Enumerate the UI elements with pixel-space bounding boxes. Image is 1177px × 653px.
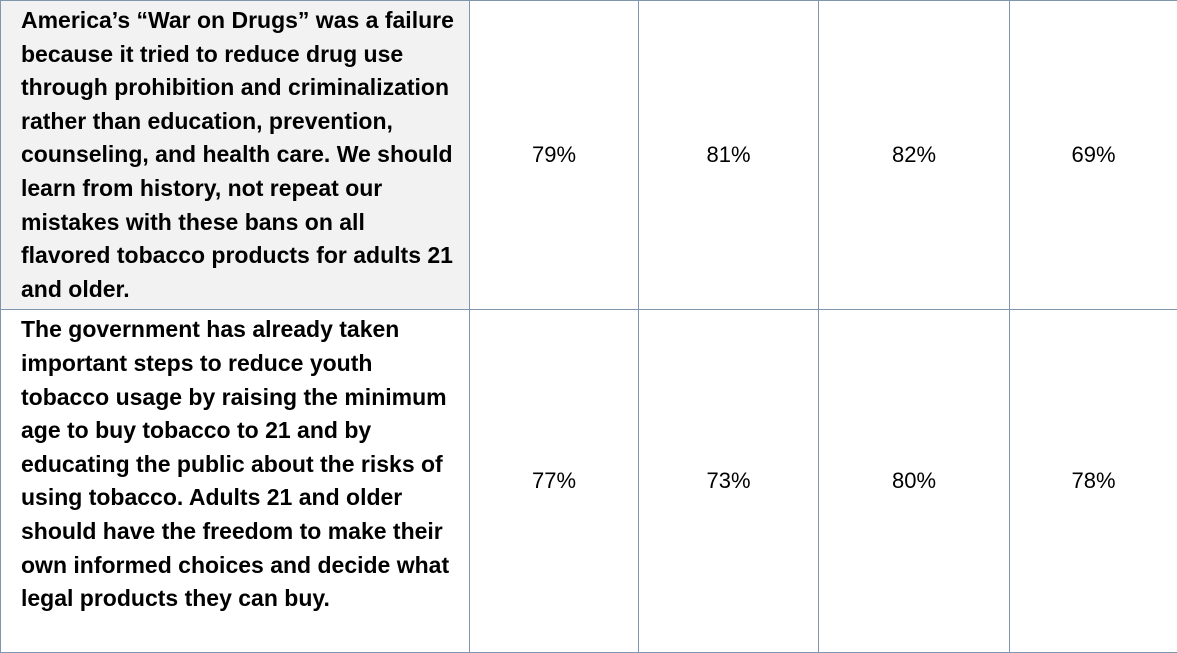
value-cell: 81% — [638, 0, 819, 311]
table-row: The government has already taken importa… — [0, 309, 1177, 653]
value-cell: 78% — [1009, 309, 1177, 653]
value-cell: 80% — [818, 309, 1010, 653]
table-row: America’s “War on Drugs” was a failure b… — [0, 0, 1177, 311]
value-cell: 82% — [818, 0, 1010, 311]
value-cell: 69% — [1009, 0, 1177, 311]
statement-cell: America’s “War on Drugs” was a failure b… — [0, 0, 470, 311]
value-cell: 77% — [469, 309, 639, 653]
value-cell: 79% — [469, 0, 639, 311]
statement-cell: The government has already taken importa… — [0, 309, 470, 653]
value-cell: 73% — [638, 309, 819, 653]
